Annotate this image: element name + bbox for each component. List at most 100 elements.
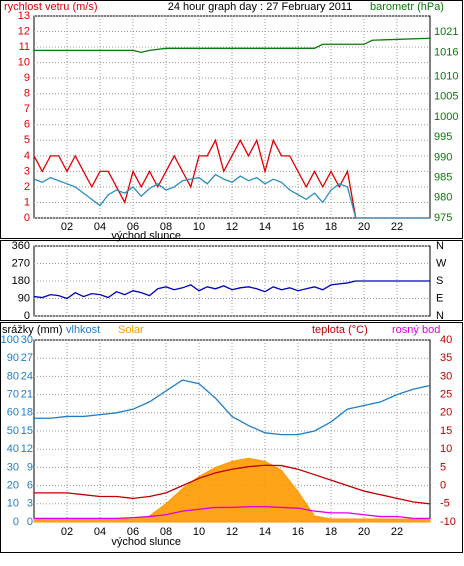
y-tick-label: 180 [12, 275, 30, 287]
y-tick-label: 10 [7, 498, 19, 510]
y2-tick-label: 985 [434, 172, 452, 184]
x-tick-label: 08 [160, 221, 172, 233]
x-tick-label: 22 [391, 221, 403, 233]
y-tick-label: 11 [19, 41, 30, 53]
y2-tick-label: 30 [440, 370, 452, 382]
y-tick-label: 1 [24, 196, 30, 208]
x-tick-label: 20 [358, 221, 370, 233]
series-label: Solar [118, 324, 144, 336]
panel-frame [0, 0, 463, 239]
x-tick-label: 16 [292, 526, 304, 538]
x-tick-label: 18 [325, 221, 337, 233]
chart-title: 24 hour graph day : 27 February 2011 [168, 1, 352, 13]
panel-frame [0, 240, 463, 321]
x-tick-label: 16 [292, 221, 304, 233]
y3-tick-label: 18 [21, 407, 33, 419]
y2-tick-label: S [436, 275, 443, 287]
y3-tick-label: 27 [21, 352, 33, 364]
series-line [33, 173, 430, 219]
series-label: barometr (hPa) [370, 1, 444, 13]
x-tick-label: 22 [391, 526, 403, 538]
x-tick-label: 10 [193, 526, 205, 538]
y-tick-label: 2 [24, 181, 30, 193]
y-tick-label: 360 [12, 240, 30, 252]
y2-tick-label: 0 [440, 480, 446, 492]
y2-tick-label: 35 [440, 352, 452, 364]
y2-tick-label: 20 [440, 407, 452, 419]
y-tick-label: 3 [24, 165, 30, 177]
y2-tick-label: 990 [434, 151, 452, 163]
series-line [34, 379, 431, 436]
y2-tick-label: 25 [440, 389, 452, 401]
y2-tick-label: N [436, 240, 444, 252]
annotation: východ slunce [111, 536, 181, 548]
y3-tick-label: 12 [21, 443, 33, 455]
y-tick-label: 4 [24, 150, 30, 162]
y-tick-label: 50 [7, 425, 19, 437]
y2-tick-label: -10 [440, 516, 456, 528]
y-tick-label: 7 [24, 103, 30, 115]
y2-tick-label: -5 [440, 498, 450, 510]
y3-tick-label: 6 [27, 480, 33, 492]
series-label: rychlost vetru (m/s) [4, 1, 98, 13]
y-tick-label: 90 [18, 292, 30, 304]
axis-label: srážky (mm) [2, 324, 63, 336]
y-tick-label: 12 [18, 25, 30, 37]
y-tick-label: 70 [7, 389, 19, 401]
y2-tick-label: 1021 [434, 26, 458, 38]
y3-tick-label: 30 [21, 334, 33, 346]
y-tick-label: 60 [7, 407, 19, 419]
panel-frame [0, 322, 463, 553]
x-tick-label: 14 [259, 526, 271, 538]
series-line [33, 138, 430, 219]
y2-tick-label: 5 [440, 461, 446, 473]
y2-tick-label: 1005 [434, 91, 458, 103]
annotation: východ slunce [111, 230, 181, 242]
y-tick-label: 8 [24, 88, 30, 100]
y-tick-label: 6 [24, 119, 30, 131]
y-tick-label: 40 [7, 443, 19, 455]
y2-tick-label: 1000 [434, 111, 458, 123]
y-tick-label: 10 [18, 57, 30, 69]
series-label: vlhkost [66, 324, 100, 336]
x-tick-label: 08 [160, 526, 172, 538]
y3-tick-label: 21 [21, 389, 33, 401]
y-tick-label: 80 [7, 370, 19, 382]
y-tick-label: 0 [24, 212, 30, 224]
y2-tick-label: 1016 [434, 46, 458, 58]
series-line [34, 506, 430, 520]
y-tick-label: 20 [7, 480, 19, 492]
y2-tick-label: 995 [434, 131, 452, 143]
series-line [34, 37, 431, 54]
y2-tick-label: W [436, 257, 447, 269]
y-tick-label: 0 [24, 310, 30, 322]
y2-tick-label: 40 [440, 334, 452, 346]
y2-tick-label: 15 [440, 425, 452, 437]
series-label: rosný bod [392, 324, 440, 336]
x-tick-label: 02 [61, 526, 73, 538]
y-tick-label: 270 [12, 257, 30, 269]
x-tick-label: 12 [226, 526, 238, 538]
y2-tick-label: 975 [434, 212, 452, 224]
x-tick-label: 18 [325, 526, 337, 538]
y2-tick-label: 980 [434, 192, 452, 204]
y2-tick-label: 1010 [434, 71, 458, 83]
y-tick-label: 5 [24, 134, 30, 146]
y2-tick-label: N [436, 310, 444, 322]
x-tick-label: 14 [259, 221, 271, 233]
y-tick-label: 90 [7, 352, 19, 364]
series-line [33, 280, 430, 300]
y-tick-label: 0 [13, 516, 19, 528]
y2-tick-label: E [436, 292, 443, 304]
x-tick-label: 06 [127, 221, 139, 233]
y2-tick-label: 10 [440, 443, 452, 455]
y-tick-label: 100 [1, 334, 19, 346]
series-label: teplota (°C) [312, 324, 368, 336]
y-tick-label: 13 [18, 10, 30, 22]
x-tick-label: 06 [127, 526, 139, 538]
x-tick-label: 02 [61, 221, 73, 233]
y3-tick-label: 15 [21, 425, 33, 437]
x-tick-label: 12 [226, 221, 238, 233]
series-line [34, 464, 431, 505]
